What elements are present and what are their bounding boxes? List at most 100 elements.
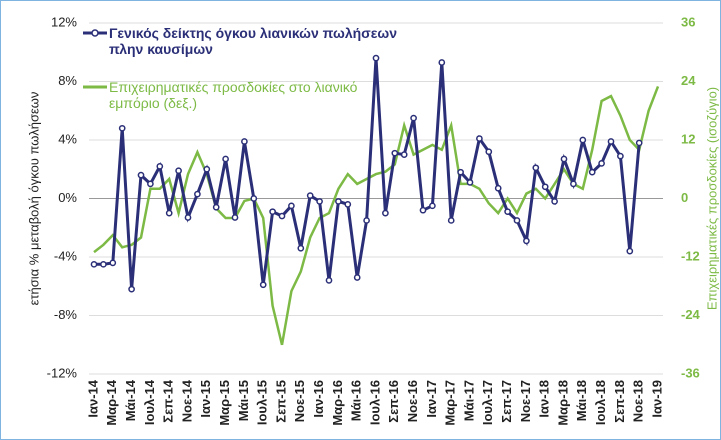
marker xyxy=(570,180,577,188)
y-tick-label: 0% xyxy=(58,190,77,205)
marker xyxy=(447,217,455,224)
x-tick-label: Ιουλ-16 xyxy=(367,380,382,425)
y-tick-label: 8% xyxy=(58,73,77,88)
marker xyxy=(137,171,145,179)
marker xyxy=(128,285,135,293)
marker xyxy=(494,184,502,192)
marker xyxy=(476,135,483,142)
marker xyxy=(588,168,596,176)
marker xyxy=(194,190,201,198)
marker xyxy=(429,202,436,210)
marker xyxy=(109,259,117,267)
x-tick-label: Ιαν-18 xyxy=(537,380,552,418)
marker xyxy=(626,247,634,255)
marker xyxy=(222,155,229,163)
y-tick-label: -8% xyxy=(54,307,78,322)
y2-tick-label: -24 xyxy=(681,307,701,322)
x-tick-label: Μαρ-17 xyxy=(443,380,458,426)
marker xyxy=(316,198,323,205)
x-tick-label: Μάι-17 xyxy=(461,380,476,421)
marker xyxy=(485,148,493,156)
x-tick-label: Ιαν-14 xyxy=(85,379,100,417)
x-tick-label: Ιουλ-14 xyxy=(142,379,157,425)
marker xyxy=(165,209,173,217)
marker xyxy=(353,274,361,281)
legend-entry: Επιχειρηματικές προσδοκίες στο λιανικό ε… xyxy=(109,79,358,111)
marker xyxy=(410,114,417,122)
x-tick-label: Ιαν-15 xyxy=(198,380,213,418)
x-tick-label: Σεπ-14 xyxy=(161,379,176,422)
marker xyxy=(532,164,540,172)
marker xyxy=(560,155,568,163)
marker xyxy=(306,192,314,199)
marker xyxy=(607,138,615,145)
x-tick-label: Νοε-16 xyxy=(405,380,420,422)
y2-tick-label: 36 xyxy=(681,14,695,29)
marker xyxy=(325,277,333,284)
marker xyxy=(344,201,352,208)
x-tick-label: Μάι-16 xyxy=(349,380,364,421)
series-line xyxy=(93,85,660,346)
marker xyxy=(288,202,295,210)
marker xyxy=(156,162,164,170)
marker xyxy=(598,160,605,167)
x-tick-label: Ιουλ-15 xyxy=(255,380,270,425)
x-tick-label: Νοε-18 xyxy=(631,380,646,422)
marker xyxy=(118,124,126,132)
y2-tick-label: 24 xyxy=(681,73,696,88)
y2-axis-label: Επιχειρηματικές προσδοκίες (ισοζύγιο) xyxy=(704,87,719,310)
marker xyxy=(100,260,107,268)
marker xyxy=(541,183,549,191)
marker xyxy=(466,179,474,186)
marker xyxy=(400,151,408,158)
marker xyxy=(203,165,211,173)
x-tick-label: Σεπ-15 xyxy=(273,380,288,423)
x-tick-label: Νοε-17 xyxy=(518,380,533,422)
marker xyxy=(250,195,258,202)
legend-marker xyxy=(91,29,99,37)
marker xyxy=(551,198,558,205)
y-tick-label: 12% xyxy=(51,14,77,29)
marker xyxy=(504,208,511,216)
marker xyxy=(269,208,276,216)
marker xyxy=(175,167,182,175)
marker xyxy=(513,217,521,224)
marker xyxy=(278,212,286,220)
marker xyxy=(297,244,305,252)
marker xyxy=(523,237,530,245)
marker xyxy=(438,59,446,66)
marker xyxy=(391,149,399,157)
x-tick-label: Μάι-14 xyxy=(123,379,138,421)
x-tick-label: Σεπ-18 xyxy=(612,380,627,423)
x-tick-label: Σεπ-16 xyxy=(386,380,401,423)
y-tick-label: 4% xyxy=(58,131,77,146)
marker xyxy=(617,152,624,160)
y-axis-label: ετήσια % μεταβολή όγκου πωλήσεων xyxy=(26,92,41,306)
x-tick-label: Ιουλ-18 xyxy=(593,380,608,425)
x-tick-label: Νοε-14 xyxy=(179,379,194,422)
marker xyxy=(363,217,370,224)
legend-entry: Γενικός δείκτης όγκου λιανικών πωλήσεων … xyxy=(109,25,397,57)
y2-tick-label: -36 xyxy=(681,365,700,380)
y2-tick-label: 12 xyxy=(681,131,695,146)
y-tick-label: -4% xyxy=(54,248,78,263)
marker xyxy=(90,260,98,268)
x-tick-label: Νοε-15 xyxy=(292,380,307,422)
marker xyxy=(457,168,464,176)
x-tick-label: Σεπ-17 xyxy=(499,380,514,423)
marker xyxy=(241,138,248,145)
y2-tick-label: -12 xyxy=(681,248,700,263)
x-tick-label: Μαρ-18 xyxy=(555,380,570,426)
x-tick-label: Μαρ-15 xyxy=(217,380,232,426)
marker xyxy=(635,139,643,147)
x-tick-label: Ιαν-17 xyxy=(424,380,439,418)
marker xyxy=(259,281,267,289)
x-tick-label: Ιουλ-17 xyxy=(480,380,495,425)
marker xyxy=(212,203,220,211)
y-tick-label: -12% xyxy=(47,365,78,380)
marker xyxy=(184,214,192,221)
marker xyxy=(382,209,389,217)
x-tick-label: Μαρ-14 xyxy=(104,379,119,425)
